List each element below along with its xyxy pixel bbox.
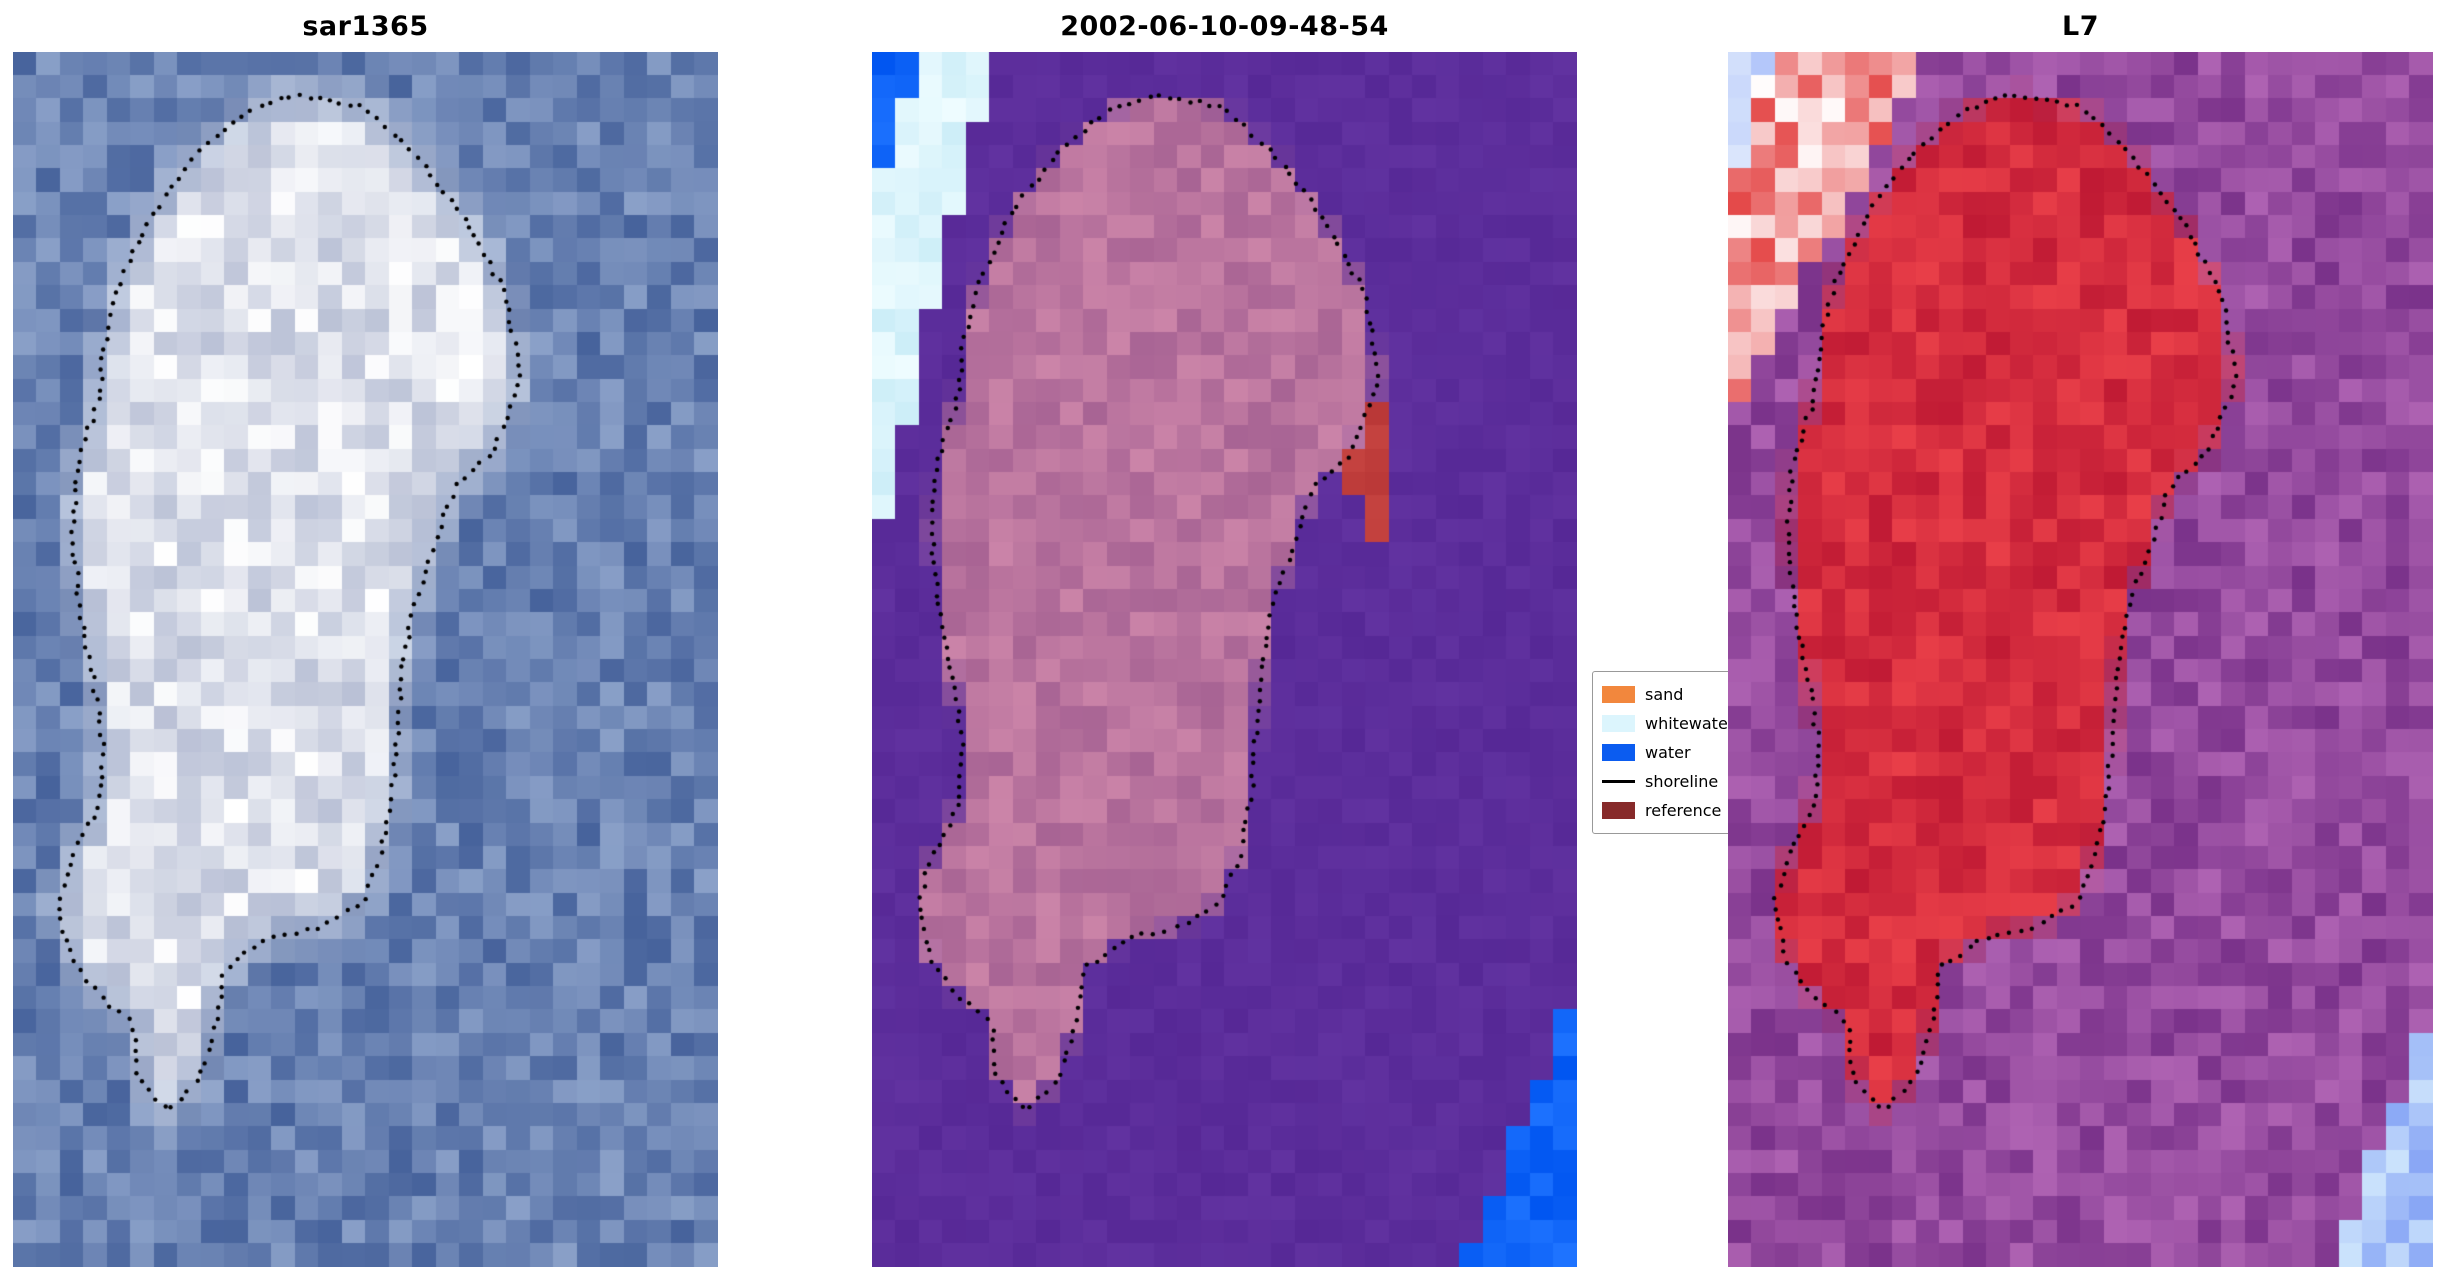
legend-item-whitewater: whitewater — [1602, 709, 1737, 738]
classified-image — [872, 52, 1577, 1267]
legend-item-water: water — [1602, 738, 1737, 767]
panel-title-sar1365: sar1365 — [302, 10, 429, 42]
shoreline-line-swatch — [1602, 780, 1635, 783]
panel-title-l7: L7 — [2062, 10, 2099, 42]
legend-label-shoreline: shoreline — [1645, 772, 1719, 791]
whitewater-swatch — [1602, 715, 1635, 732]
reference-swatch — [1602, 802, 1635, 819]
sand-swatch — [1602, 686, 1635, 703]
sar1365-image — [13, 52, 718, 1267]
panel-classified-2002-06-10: 2002-06-10-09-48-54 — [872, 0, 1577, 1267]
legend-label-whitewater: whitewater — [1645, 714, 1735, 733]
legend-item-reference: reference — [1602, 796, 1737, 825]
legend-label-reference: reference — [1645, 801, 1722, 820]
water-swatch — [1602, 744, 1635, 761]
l7-image — [1728, 52, 2433, 1267]
panel-sar1365: sar1365 — [13, 0, 718, 1267]
legend-item-sand: sand — [1602, 680, 1737, 709]
legend-label-sand: sand — [1645, 685, 1684, 704]
legend-label-water: water — [1645, 743, 1691, 762]
legend-item-shoreline: shoreline — [1602, 767, 1737, 796]
panel-title-classified: 2002-06-10-09-48-54 — [1060, 10, 1389, 42]
panel-l7: L7 — [1728, 0, 2433, 1267]
legend: sand whitewater water shoreline referenc… — [1592, 671, 1738, 834]
